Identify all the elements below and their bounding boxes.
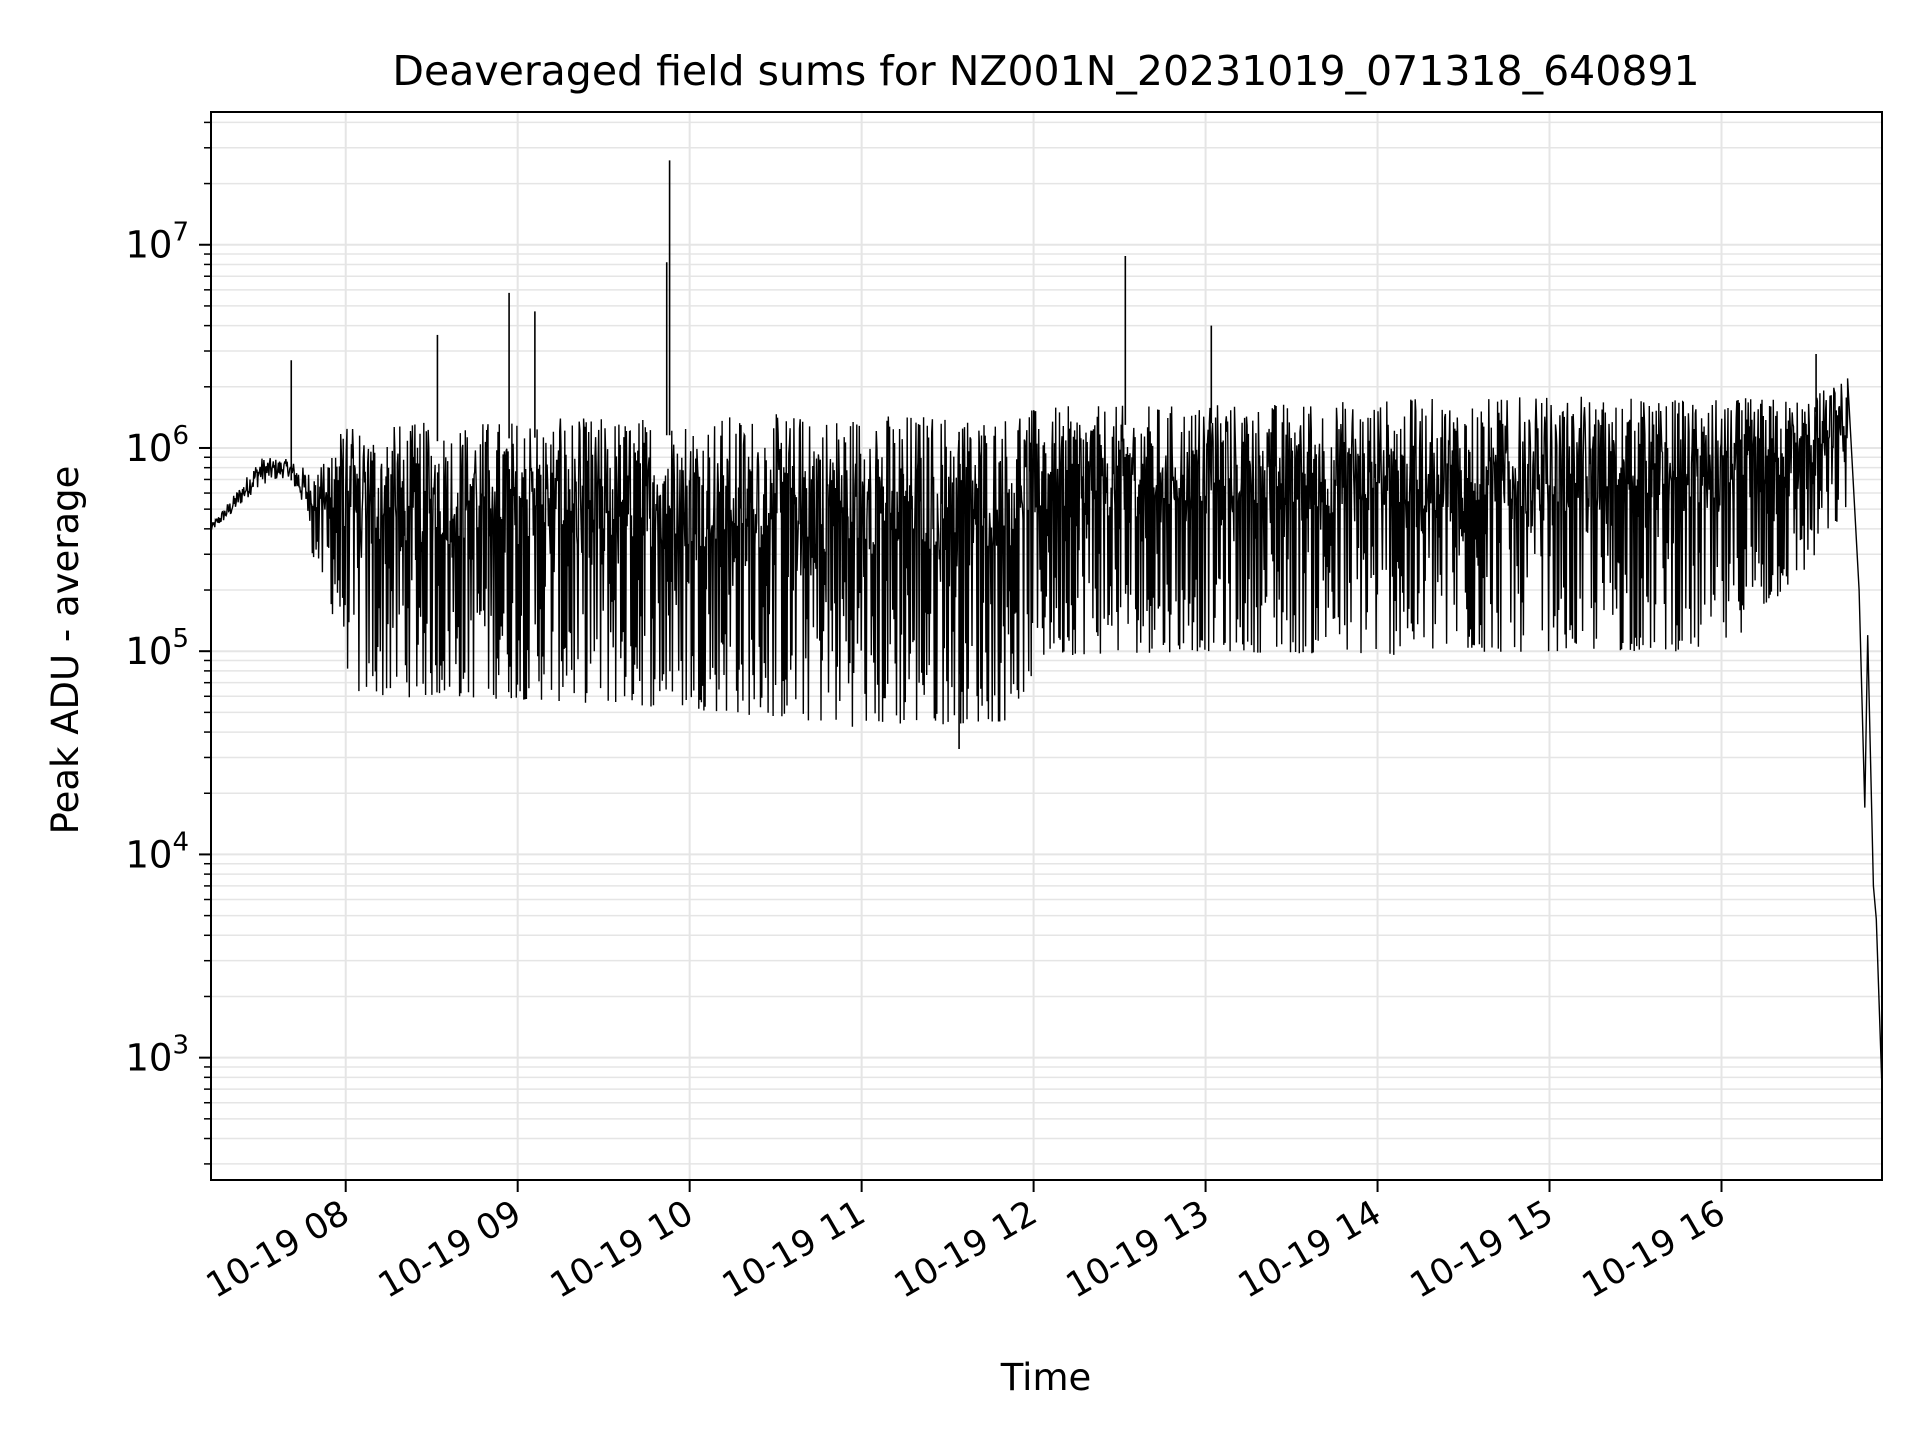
y-tick-label: 103 — [125, 1031, 189, 1080]
data-series — [210, 160, 1883, 1090]
x-tick-label: 10-19 12 — [888, 1193, 1044, 1306]
x-tick-label: 10-19 16 — [1576, 1193, 1732, 1306]
tick-marks — [199, 121, 1723, 1192]
series-line — [210, 378, 1883, 1090]
x-tick-label: 10-19 08 — [200, 1193, 356, 1306]
y-tick-label: 104 — [125, 827, 189, 876]
y-axis-label: Peak ADU - average — [44, 466, 87, 835]
x-tick-label: 10-19 11 — [716, 1193, 872, 1306]
x-tick-label: 10-19 09 — [372, 1193, 528, 1306]
chart-title: Deaveraged field sums for NZ001N_2023101… — [392, 47, 1699, 95]
axes — [210, 111, 1883, 1181]
plot-frame — [210, 111, 1883, 1181]
y-tick-label: 106 — [125, 421, 189, 470]
y-tick-label: 105 — [125, 624, 189, 673]
x-tick-label: 10-19 10 — [544, 1193, 700, 1306]
x-tick-label: 10-19 14 — [1232, 1193, 1388, 1306]
x-tick-label: 10-19 13 — [1060, 1193, 1216, 1306]
y-tick-label: 107 — [125, 218, 189, 267]
x-tick-label: 10-19 15 — [1404, 1193, 1560, 1306]
x-axis-label: Time — [1000, 1356, 1092, 1399]
